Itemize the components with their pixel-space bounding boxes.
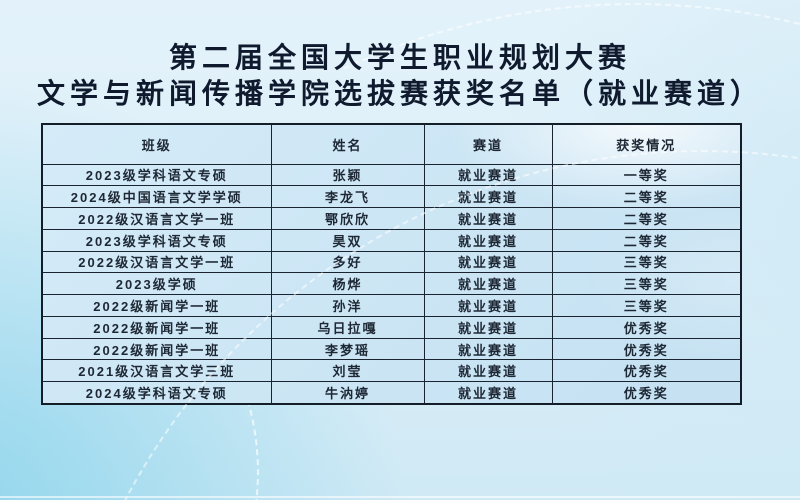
table-row: 2022级新闻学一班 孙洋 就业赛道 三等奖 — [41, 294, 742, 317]
award-table: 班级 姓名 赛道 获奖情况 2023级学科语文专硕 张颖 就业赛道 一等奖 2024级中… — [41, 123, 742, 405]
name-cell: 刘莹 — [270, 359, 425, 383]
name-cell: 杨烨 — [270, 272, 425, 296]
table-row: 2022级新闻学一班 李梦瑶 就业赛道 优秀奖 — [41, 337, 742, 361]
track-cell: 就业赛道 — [423, 228, 553, 252]
award-cell: 三等奖 — [551, 294, 742, 317]
table-row: 2023级学科语文专硕 张颖 就业赛道 一等奖 — [41, 163, 742, 187]
table-row: 2024级中国语言文学学硕 李龙飞 就业赛道 二等奖 — [41, 185, 742, 209]
name-cell: 李龙飞 — [270, 185, 425, 209]
page-title: 第二届全国大学生职业规划大赛 文学与新闻传播学院选拔赛获奖名单（就业赛道） — [0, 40, 800, 112]
track-cell: 就业赛道 — [423, 294, 553, 317]
name-cell: 鄂欣欣 — [270, 207, 425, 230]
class-cell: 2022级汉语言文学一班 — [41, 250, 272, 274]
table-header-row: 班级 姓名 赛道 获奖情况 — [41, 123, 742, 165]
class-cell: 2023级学硕 — [41, 272, 272, 296]
dashed-arc-bottom-decoration — [0, 400, 259, 500]
class-cell: 2024级学科语文专硕 — [41, 381, 272, 405]
table-row: 2022级汉语言文学一班 多好 就业赛道 三等奖 — [41, 250, 742, 274]
track-cell: 就业赛道 — [423, 207, 553, 230]
track-cell: 就业赛道 — [423, 381, 553, 405]
award-cell: 优秀奖 — [551, 381, 742, 405]
award-cell: 二等奖 — [551, 207, 742, 230]
table-body: 2023级学科语文专硕 张颖 就业赛道 一等奖 2024级中国语言文学学硕 李龙飞 就业赛道… — [41, 163, 742, 405]
track-cell: 就业赛道 — [423, 272, 553, 296]
award-cell: 三等奖 — [551, 250, 742, 274]
header-name: 姓名 — [270, 123, 425, 165]
title-line-2: 文学与新闻传播学院选拔赛获奖名单（就业赛道） — [36, 78, 763, 109]
track-cell: 就业赛道 — [423, 315, 553, 339]
header-track: 赛道 — [423, 123, 553, 165]
name-cell: 乌日拉嘎 — [270, 315, 425, 339]
name-cell: 张颖 — [270, 163, 425, 187]
class-cell: 2022级汉语言文学一班 — [41, 207, 272, 230]
table-row: 2023级学硕 杨烨 就业赛道 三等奖 — [41, 272, 742, 296]
track-cell: 就业赛道 — [423, 185, 553, 209]
award-cell: 一等奖 — [551, 163, 742, 187]
award-cell: 二等奖 — [551, 185, 742, 209]
class-cell: 2023级学科语文专硕 — [41, 228, 272, 252]
class-cell: 2022级新闻学一班 — [41, 315, 272, 339]
table-row: 2022级新闻学一班 乌日拉嘎 就业赛道 优秀奖 — [41, 315, 742, 339]
class-cell: 2022级新闻学一班 — [41, 337, 272, 361]
track-cell: 就业赛道 — [423, 337, 553, 361]
class-cell: 2022级新闻学一班 — [41, 294, 272, 317]
award-cell: 二等奖 — [551, 228, 742, 252]
name-cell: 孙洋 — [270, 294, 425, 317]
name-cell: 多好 — [270, 250, 425, 274]
award-cell: 优秀奖 — [551, 337, 742, 361]
table-header: 班级 姓名 赛道 获奖情况 — [41, 123, 742, 165]
name-cell: 李梦瑶 — [270, 337, 425, 361]
header-class: 班级 — [41, 123, 272, 165]
class-cell: 2024级中国语言文学学硕 — [41, 185, 272, 209]
table-row: 2024级学科语文专硕 牛汭婷 就业赛道 优秀奖 — [41, 381, 742, 405]
award-cell: 三等奖 — [551, 272, 742, 296]
award-cell: 优秀奖 — [551, 359, 742, 383]
table-row: 2021级汉语言文学三班 刘莹 就业赛道 优秀奖 — [41, 359, 742, 383]
bottom-light-strip — [0, 496, 800, 498]
class-cell: 2021级汉语言文学三班 — [41, 359, 272, 383]
bottom-decoration-clip — [0, 400, 800, 500]
track-cell: 就业赛道 — [423, 359, 553, 383]
title-line-1: 第二届全国大学生职业规划大赛 — [168, 42, 631, 73]
table-row: 2023级学科语文专硕 昊双 就业赛道 二等奖 — [41, 228, 742, 252]
name-cell: 牛汭婷 — [270, 381, 425, 405]
table-row: 2022级汉语言文学一班 鄂欣欣 就业赛道 二等奖 — [41, 207, 742, 230]
class-cell: 2023级学科语文专硕 — [41, 163, 272, 187]
name-cell: 昊双 — [270, 228, 425, 252]
track-cell: 就业赛道 — [423, 163, 553, 187]
award-cell: 优秀奖 — [551, 315, 742, 339]
track-cell: 就业赛道 — [423, 250, 553, 274]
header-award: 获奖情况 — [551, 123, 742, 165]
